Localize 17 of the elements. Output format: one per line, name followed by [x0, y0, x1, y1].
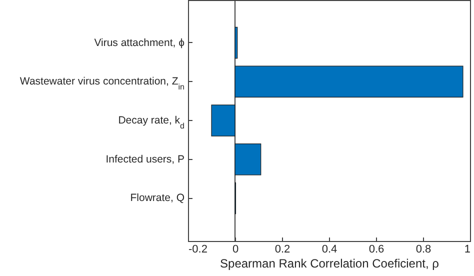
bar [234, 26, 238, 59]
x-tick-label: -0.2 [188, 244, 208, 256]
x-tick-label: 0 [232, 244, 239, 256]
y-tick-label: Decay rate, k$_{d}$ [118, 114, 184, 130]
x-tick-label: 0.2 [274, 244, 290, 256]
x-tick-label: 1 [464, 244, 470, 256]
bar [234, 144, 262, 176]
x-tick-label: 0.6 [368, 244, 384, 256]
x-tick-label: 0.8 [416, 244, 432, 256]
x-tick-label: 0.4 [322, 244, 338, 256]
x-axis-title: Spearman Rank Correlation Coeficient, ρ [220, 256, 440, 270]
y-tick-label: Virus attachment, ϕ [94, 36, 185, 49]
y-tick-label: Wastewater virus concentration, Z$_{in}$ [20, 76, 184, 92]
y-tick-label: Infected users, P [106, 153, 184, 166]
bar [234, 66, 464, 98]
bar [211, 104, 236, 136]
y-tick-label: Flowrate, Q [130, 192, 184, 204]
